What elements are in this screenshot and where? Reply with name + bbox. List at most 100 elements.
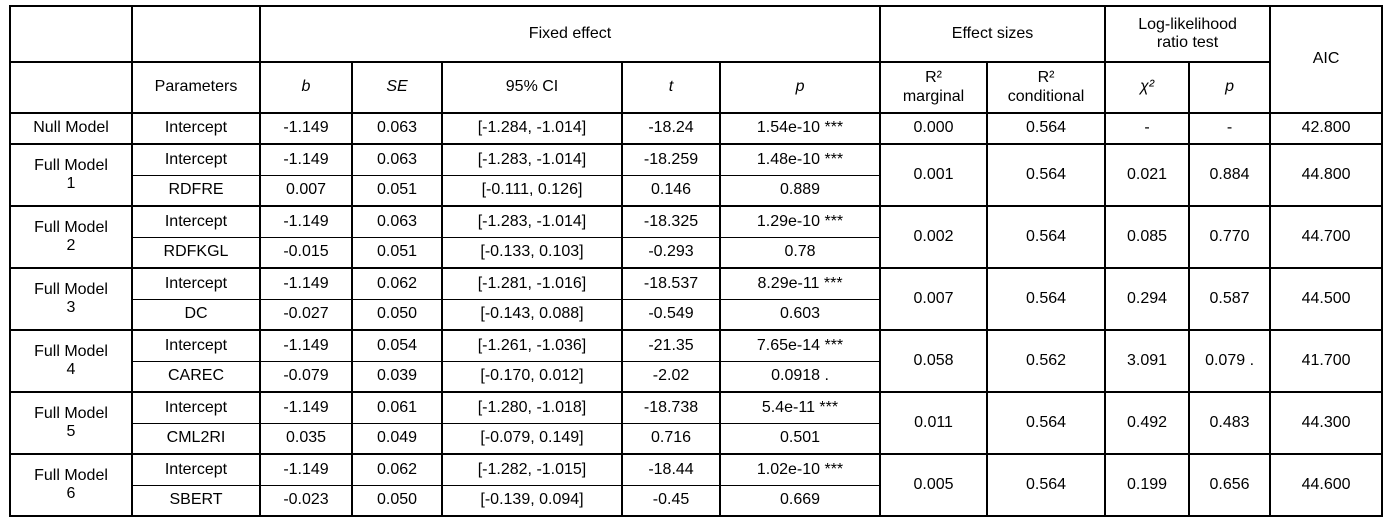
cell-chi-squared: 0.492: [1104, 391, 1191, 455]
cell-b: -0.027: [259, 298, 353, 331]
cell-se: 0.049: [351, 422, 443, 455]
cell-ci: [-0.111, 0.126]: [441, 174, 623, 207]
cell-param: CML2RI: [131, 422, 261, 455]
cell-r2-marginal: 0.058: [879, 329, 989, 393]
table-row: Full Model 2 Intercept -1.149 0.063 [-1.283,…: [9, 205, 1384, 269]
cell-b: -1.149: [259, 329, 353, 362]
cell-p: 0.0918 .: [718, 360, 882, 393]
cell-b: -0.015: [259, 236, 353, 269]
column-header-model-blank: [9, 61, 133, 114]
cell-aic: 44.300: [1269, 391, 1384, 455]
cell-p: 1.54e-10 ***: [718, 112, 882, 145]
cell-b: 0.035: [259, 422, 353, 455]
table-row: RDFKGL -0.015 0.051 [-0.133, 0.103] -0.293 0.…: [10, 236, 1382, 269]
cell-param: DC: [131, 298, 261, 331]
corner-cell-model: [9, 5, 133, 63]
cell-param: Intercept: [131, 453, 261, 486]
cell-param: Intercept: [131, 112, 261, 145]
cell-b: -1.149: [259, 143, 353, 176]
cell-ci: [-1.283, -1.014]: [441, 205, 623, 238]
table-row: CML2RI 0.035 0.049 [-0.079, 0.149] 0.716 0.50…: [10, 422, 1382, 455]
cell-ci: [-0.133, 0.103]: [441, 236, 623, 269]
column-header-b: b: [259, 61, 353, 114]
column-header-chi-squared: χ²: [1104, 61, 1191, 114]
cell-p: 1.29e-10 ***: [718, 205, 882, 238]
cell-t: -18.325: [621, 205, 721, 238]
cell-param: Intercept: [131, 205, 261, 238]
cell-r2-marginal: 0.011: [879, 391, 989, 455]
column-header-r2-marginal: R² marginal: [879, 61, 989, 114]
cell-r2-conditional: 0.564: [986, 205, 1107, 269]
cell-se: 0.051: [351, 174, 443, 207]
cell-p: 0.501: [718, 422, 882, 455]
cell-p: 0.603: [718, 298, 882, 331]
cell-r2-marginal: 0.000: [879, 112, 989, 145]
cell-ci: [-1.282, -1.015]: [441, 453, 623, 486]
mixed-model-results-table: Fixed effect Effect sizes Log-likelihood…: [9, 5, 1384, 517]
cell-r2-marginal: 0.001: [879, 143, 989, 207]
cell-se: 0.039: [351, 360, 443, 393]
column-header-t: t: [621, 61, 721, 114]
cell-p: 1.02e-10 ***: [718, 453, 882, 486]
cell-se: 0.063: [351, 205, 443, 238]
table-row: Full Model 1 Intercept -1.149 0.063 [-1.283,…: [9, 143, 1384, 207]
group-header-effect-sizes: Effect sizes: [879, 5, 1107, 63]
model-name: Full Model 1: [9, 143, 133, 207]
cell-aic: 44.700: [1269, 205, 1384, 269]
cell-se: 0.063: [351, 143, 443, 176]
cell-b: -1.149: [259, 112, 353, 145]
header-group-row: Fixed effect Effect sizes Log-likelihood…: [9, 5, 1384, 114]
cell-r2-conditional: 0.564: [986, 267, 1107, 331]
cell-p: 8.29e-11 ***: [718, 267, 882, 300]
cell-ci: [-0.143, 0.088]: [441, 298, 623, 331]
cell-se: 0.051: [351, 236, 443, 269]
cell-p: 0.78: [718, 236, 882, 269]
cell-p-lrt: -: [1188, 112, 1272, 145]
cell-ci: [-1.261, -1.036]: [441, 329, 623, 362]
cell-r2-marginal: 0.007: [879, 267, 989, 331]
cell-t: -0.549: [621, 298, 721, 331]
cell-aic: 44.600: [1269, 453, 1384, 517]
table-row: Full Model 4 Intercept -1.149 0.054 [-1.261,…: [9, 329, 1384, 393]
cell-b: -1.149: [259, 205, 353, 238]
header-column-row: Parameters b SE 95% CI t p R² marginal R…: [9, 61, 1382, 114]
cell-ci: [-1.280, -1.018]: [441, 391, 623, 424]
column-header-p: p: [718, 61, 882, 114]
cell-se: 0.054: [351, 329, 443, 362]
cell-chi-squared: 0.085: [1104, 205, 1191, 269]
model-name: Full Model 3: [9, 267, 133, 331]
cell-t: -18.24: [621, 112, 721, 145]
table-row: CAREC -0.079 0.039 [-0.170, 0.012] -2.02 0.09…: [10, 360, 1382, 393]
group-header-fixed-effect: Fixed effect: [258, 5, 882, 63]
cell-chi-squared: 0.199: [1104, 453, 1191, 517]
page: Fixed effect Effect sizes Log-likelihood…: [9, 5, 1384, 517]
cell-p-lrt: 0.770: [1188, 205, 1272, 269]
cell-param: CAREC: [131, 360, 261, 393]
cell-p: 0.889: [718, 174, 882, 207]
cell-p-lrt: 0.483: [1188, 391, 1272, 455]
table-row: RDFRE 0.007 0.051 [-0.111, 0.126] 0.146 0.889: [10, 174, 1382, 207]
cell-chi-squared: -: [1104, 112, 1191, 145]
cell-p: 1.48e-10 ***: [718, 143, 882, 176]
cell-b: -0.023: [259, 484, 353, 517]
table-row: DC -0.027 0.050 [-0.143, 0.088] -0.549 0.603: [10, 298, 1382, 331]
cell-t: -21.35: [621, 329, 721, 362]
cell-t: -2.02: [621, 360, 721, 393]
cell-se: 0.062: [351, 267, 443, 300]
model-name: Null Model: [9, 112, 133, 145]
table-row: Null Model Intercept -1.149 0.063 [-1.284, -…: [9, 112, 1384, 145]
model-name: Full Model 6: [9, 453, 133, 517]
cell-param: RDFRE: [131, 174, 261, 207]
cell-p-lrt: 0.587: [1188, 267, 1272, 331]
cell-aic: 44.500: [1269, 267, 1384, 331]
table-row: Full Model 5 Intercept -1.149 0.061 [-1.280,…: [9, 391, 1384, 455]
cell-aic: 41.700: [1269, 329, 1384, 393]
cell-t: -18.537: [621, 267, 721, 300]
corner-cell-parameters: [131, 5, 261, 63]
cell-r2-conditional: 0.564: [986, 391, 1107, 455]
cell-r2-conditional: 0.562: [986, 329, 1107, 393]
cell-p-lrt: 0.656: [1188, 453, 1272, 517]
cell-param: Intercept: [131, 391, 261, 424]
cell-t: -18.44: [621, 453, 721, 486]
column-header-95ci: 95% CI: [441, 61, 623, 114]
